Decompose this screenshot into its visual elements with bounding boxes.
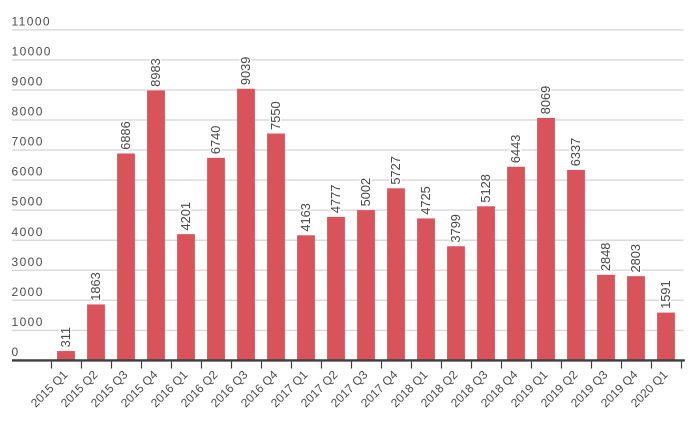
svg-text:10000: 10000 bbox=[12, 45, 52, 59]
svg-text:6000: 6000 bbox=[12, 165, 44, 179]
svg-text:11000: 11000 bbox=[12, 14, 51, 28]
svg-text:2848: 2848 bbox=[598, 243, 613, 271]
svg-text:8983: 8983 bbox=[148, 58, 163, 86]
svg-text:3000: 3000 bbox=[12, 255, 44, 269]
svg-text:5727: 5727 bbox=[388, 156, 403, 184]
svg-text:5000: 5000 bbox=[12, 195, 44, 209]
svg-text:4163: 4163 bbox=[298, 203, 313, 231]
svg-text:8069: 8069 bbox=[538, 86, 553, 114]
svg-text:1000: 1000 bbox=[12, 315, 44, 329]
svg-text:5128: 5128 bbox=[478, 174, 493, 202]
svg-text:2803: 2803 bbox=[628, 244, 643, 272]
svg-text:6740: 6740 bbox=[208, 126, 223, 154]
svg-text:6443: 6443 bbox=[508, 135, 523, 163]
svg-text:9039: 9039 bbox=[238, 57, 253, 85]
svg-text:311: 311 bbox=[58, 327, 73, 347]
svg-text:1591: 1591 bbox=[658, 280, 673, 308]
svg-text:0: 0 bbox=[12, 345, 20, 359]
svg-text:5002: 5002 bbox=[358, 178, 373, 206]
svg-text:1863: 1863 bbox=[88, 272, 103, 300]
svg-text:6337: 6337 bbox=[568, 138, 583, 166]
svg-text:6886: 6886 bbox=[118, 121, 133, 149]
svg-text:7550: 7550 bbox=[268, 101, 283, 129]
svg-text:8000: 8000 bbox=[12, 105, 44, 119]
svg-text:7000: 7000 bbox=[12, 135, 44, 149]
svg-text:4725: 4725 bbox=[418, 186, 433, 214]
svg-text:4201: 4201 bbox=[178, 202, 193, 230]
svg-text:4000: 4000 bbox=[12, 225, 44, 239]
svg-text:2000: 2000 bbox=[12, 285, 44, 299]
svg-text:3799: 3799 bbox=[448, 214, 463, 242]
svg-text:4777: 4777 bbox=[328, 185, 343, 213]
svg-text:9000: 9000 bbox=[12, 75, 44, 89]
